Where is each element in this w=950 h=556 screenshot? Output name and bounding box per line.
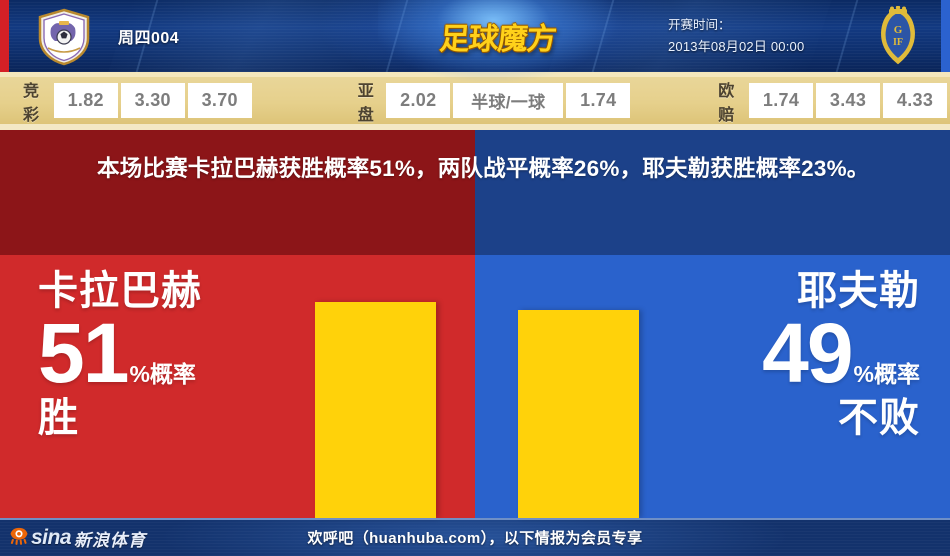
header-edge-blue [941,0,950,72]
home-team-block: 卡拉巴赫 51 %概率 胜 [38,269,308,441]
away-probability-unit: %概率 [853,361,920,388]
odds-label-yapan: 亚盘 [357,82,375,124]
home-outcome-label: 胜 [38,396,79,441]
footer-texture [0,518,950,556]
away-probability-bar [518,310,639,518]
sina-sports-logo[interactable]: sina 新浪体育 [8,522,146,554]
odds-cell-jingcai-draw[interactable]: 3.30 [120,83,185,118]
away-outcome-label: 不败 [838,396,920,441]
away-team-crest-icon: G IF [872,5,924,66]
summary-banner-right-half [475,130,950,255]
home-probability-row: 51 %概率 [38,306,308,401]
home-probability-bar [315,302,436,518]
odds-label-oupei: 欧赔 [718,82,736,124]
odds-cell-jingcai-away[interactable]: 3.70 [187,83,252,118]
brand-logo: 足球魔方 [378,0,618,84]
header-edge-red [0,0,9,72]
odds-label-jingcai: 竞彩 [23,82,41,124]
odds-cell-oupei-draw[interactable]: 3.43 [816,83,881,118]
header-diagonal-4 [835,0,859,72]
svg-text:IF: IF [893,37,903,48]
away-team-block: 耶夫勒 49 %概率 不败 [650,269,920,441]
sina-eye-icon [8,525,30,551]
odds-bottom-divider [0,124,950,130]
odds-cell-oupei-home[interactable]: 1.74 [749,83,814,118]
home-probability-value: 51 [38,306,129,401]
match-round-label: 周四004 [118,30,180,47]
footer-top-divider [0,518,950,520]
kickoff-time-block: 开赛时间： 2013年08月02日 00:00 [668,0,804,72]
kickoff-label: 开赛时间： [668,17,731,32]
away-team-name: 耶夫勒 [797,269,920,313]
odds-cell-oupei-away[interactable]: 4.33 [883,83,948,118]
odds-bar: 竞彩 1.82 3.30 3.70 亚盘 2.02 半球/一球 1.74 欧赔 … [0,77,950,124]
probability-panels [0,255,950,518]
kickoff-value: 2013年08月02日 00:00 [668,38,805,54]
sina-sports-cn: 新浪体育 [74,530,147,550]
odds-cell-yapan-away[interactable]: 1.74 [566,83,631,118]
odds-group-yapan: 亚盘 2.02 半球/一球 1.74 [349,77,634,124]
footer-bar [0,518,950,556]
sina-wordmark: sina [31,526,72,549]
brand-logo-text: 足球魔方 [438,23,558,56]
summary-banner-left-half [0,130,475,255]
odds-group-jingcai: 竞彩 1.82 3.30 3.70 [14,77,255,124]
odds-group-oupei: 欧赔 1.74 3.43 4.33 [709,77,950,124]
summary-statement: 本场比赛卡拉巴赫获胜概率51%，两队战平概率26%，耶夫勒获胜概率23%。 [97,156,870,181]
odds-cell-yapan-home[interactable]: 2.02 [386,83,451,118]
away-probability-value: 49 [762,306,853,401]
away-probability-row: 49 %概率 [650,306,920,401]
home-probability-unit: %概率 [129,361,196,388]
svg-text:G: G [894,24,903,36]
odds-cell-jingcai-home[interactable]: 1.82 [53,83,118,118]
footer-promo-text: 欢呼吧（huanhuba.com），以下情报为会员专享 [307,529,643,547]
home-team-crest-icon [36,8,92,66]
odds-cell-yapan-handicap[interactable]: 半球/一球 [453,83,564,118]
home-team-name: 卡拉巴赫 [38,269,202,313]
summary-banner [0,130,950,255]
